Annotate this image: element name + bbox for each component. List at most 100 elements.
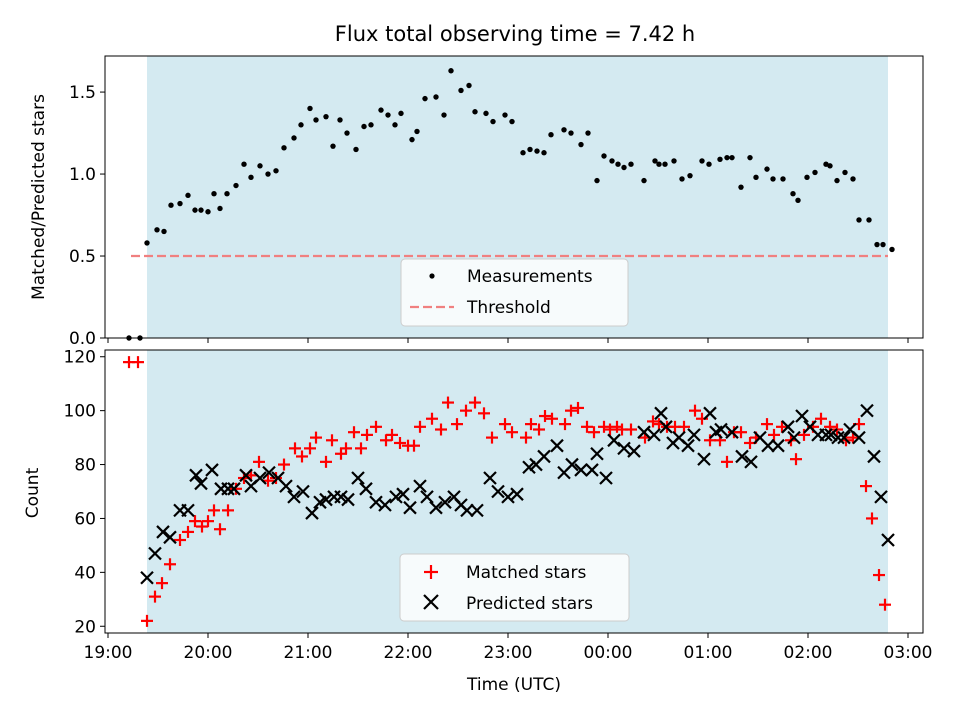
measurement-point	[834, 177, 840, 184]
predicted-star-point	[585, 463, 599, 477]
matched-star-point	[435, 423, 447, 436]
measurement-point	[509, 118, 515, 125]
predicted-star-point	[860, 403, 874, 418]
x-ticks-top	[107, 338, 909, 343]
measurement-point	[699, 158, 705, 164]
measurement-point	[795, 197, 801, 203]
y-tick-label: 0.0	[69, 329, 96, 349]
predicted-star-point	[599, 471, 613, 485]
measurement-point	[850, 176, 856, 182]
measurement-point	[601, 153, 607, 159]
matched-star-point	[581, 420, 593, 433]
predicted-star-point	[819, 428, 833, 442]
predicted-star-point	[413, 479, 427, 493]
matched-star-point	[572, 401, 584, 414]
matched-star-point	[296, 450, 308, 463]
measurement-point	[307, 105, 313, 112]
matched-star-point	[546, 412, 558, 425]
measurement-point	[621, 164, 627, 171]
measurement-point	[679, 176, 685, 182]
predicted-star-point	[537, 449, 551, 464]
measurement-point	[671, 158, 677, 164]
measurement-point	[392, 122, 398, 128]
measurement-point	[330, 143, 336, 149]
predicted-star-point	[438, 495, 452, 510]
y-tick-label: 1.5	[69, 83, 96, 103]
matched-star-point	[426, 412, 438, 425]
matched-star-point	[222, 504, 234, 517]
measurement-point	[747, 154, 753, 161]
matched-star-point	[156, 577, 168, 590]
measurement-point	[520, 150, 526, 156]
matched-star-point	[486, 431, 498, 444]
matched-star-point	[340, 442, 352, 455]
predicted-star-point	[296, 484, 310, 499]
matched-star-point	[520, 431, 532, 444]
measurement-point	[615, 161, 621, 167]
predicted-star-point	[253, 471, 267, 485]
predicted-star-point	[491, 484, 505, 499]
matched-star-point	[289, 442, 301, 455]
measurement-point	[662, 161, 668, 167]
measurement-point	[441, 112, 447, 118]
measurement-point	[753, 174, 759, 181]
measurement-point	[361, 123, 367, 130]
matched-star-point	[182, 525, 194, 538]
matched-star-point	[320, 455, 332, 468]
measurement-point	[527, 146, 533, 153]
measurement-point	[466, 82, 472, 89]
predicted-star-point	[787, 430, 801, 445]
matched-star-point	[565, 404, 577, 417]
measurement-point	[224, 191, 230, 197]
measurement-point	[368, 122, 374, 128]
predicted-star-point	[725, 425, 739, 439]
measurement-point	[273, 168, 279, 174]
predicted-star-point	[334, 490, 348, 504]
plot-frame-top	[104, 55, 924, 339]
measurement-point	[561, 127, 567, 133]
matched-star-point	[278, 458, 290, 471]
matched-star-point	[721, 455, 733, 468]
predicted-star-point	[319, 492, 333, 507]
predicted-star-point	[703, 406, 717, 421]
y-ticks-top: 0.0 0.5 1.0 1.5	[69, 83, 105, 349]
measurement-point	[198, 207, 204, 213]
predicted-star-point	[852, 430, 866, 445]
measurement-point	[257, 163, 263, 169]
measurement-point	[248, 174, 254, 181]
matched-star-point	[214, 523, 226, 536]
matched-star-point	[815, 412, 827, 425]
matched-star-point	[230, 482, 242, 495]
measurement-point	[353, 146, 359, 153]
predicted-star-point	[837, 430, 851, 445]
predicted-star-point	[795, 409, 809, 423]
matched-star-point	[174, 534, 186, 547]
predicted-star-point	[687, 428, 701, 442]
predicted-star-point	[369, 495, 383, 510]
predicted-star-point	[824, 428, 838, 442]
y-tick-label: 1.0	[69, 165, 96, 185]
x-tick-label: 21:00	[284, 643, 333, 663]
predicted-star-point	[239, 468, 253, 483]
matched-star-point	[776, 420, 788, 433]
legend-label-threshold: Threshold	[466, 298, 551, 318]
measurement-point	[764, 166, 770, 172]
predicted-star-point	[881, 533, 895, 547]
measurement-point	[812, 169, 818, 176]
y-tick-label: 100	[64, 402, 96, 422]
measurement-point	[866, 217, 872, 223]
legend-marker-predicted	[423, 594, 439, 610]
predicted-star-point	[744, 455, 758, 469]
measurement-point	[323, 113, 329, 120]
predicted-star-point	[607, 433, 621, 448]
measurement-point	[717, 156, 723, 162]
predicted-star-point	[194, 476, 208, 491]
matched-star-point	[189, 515, 201, 528]
predicted-star-point	[205, 463, 219, 477]
measurement-point	[790, 191, 796, 197]
matched-star-point	[442, 396, 454, 409]
matched-star-point	[253, 455, 265, 468]
matched-star-point	[559, 418, 571, 431]
chart-title: Flux total observing time = 7.42 h	[335, 22, 695, 46]
measurement-point	[502, 112, 508, 118]
